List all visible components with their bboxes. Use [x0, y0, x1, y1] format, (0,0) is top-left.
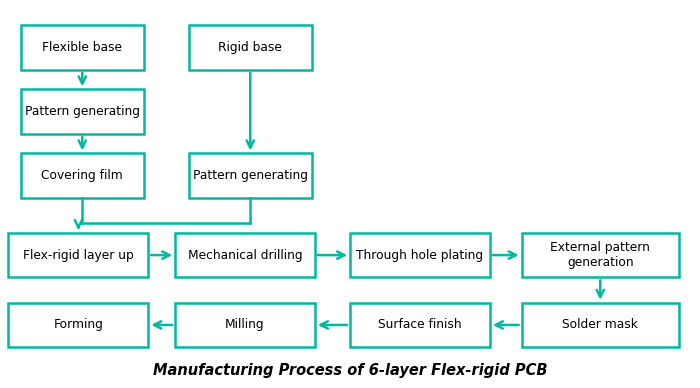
FancyBboxPatch shape: [522, 233, 679, 277]
FancyBboxPatch shape: [350, 303, 490, 347]
FancyBboxPatch shape: [189, 153, 312, 198]
Text: Surface finish: Surface finish: [378, 319, 462, 331]
Text: Pattern generating: Pattern generating: [25, 105, 140, 118]
FancyBboxPatch shape: [8, 303, 148, 347]
Text: External pattern
generation: External pattern generation: [550, 241, 650, 269]
Text: Flexible base: Flexible base: [42, 41, 122, 54]
FancyBboxPatch shape: [8, 233, 148, 277]
Text: Pattern generating: Pattern generating: [193, 169, 308, 182]
FancyBboxPatch shape: [189, 25, 312, 70]
FancyBboxPatch shape: [522, 303, 679, 347]
Text: Flex-rigid layer up: Flex-rigid layer up: [23, 249, 134, 262]
FancyBboxPatch shape: [21, 89, 144, 134]
Text: Covering film: Covering film: [41, 169, 123, 182]
Text: Manufacturing Process of 6-layer Flex-rigid PCB: Manufacturing Process of 6-layer Flex-ri…: [153, 363, 547, 378]
FancyBboxPatch shape: [21, 153, 144, 198]
Text: Milling: Milling: [225, 319, 265, 331]
FancyBboxPatch shape: [350, 233, 490, 277]
Text: Rigid base: Rigid base: [218, 41, 282, 54]
FancyBboxPatch shape: [175, 303, 315, 347]
Text: Forming: Forming: [53, 319, 104, 331]
Text: Mechanical drilling: Mechanical drilling: [188, 249, 302, 262]
FancyBboxPatch shape: [175, 233, 315, 277]
FancyBboxPatch shape: [21, 25, 144, 70]
Text: Through hole plating: Through hole plating: [356, 249, 484, 262]
Text: Solder mask: Solder mask: [562, 319, 638, 331]
